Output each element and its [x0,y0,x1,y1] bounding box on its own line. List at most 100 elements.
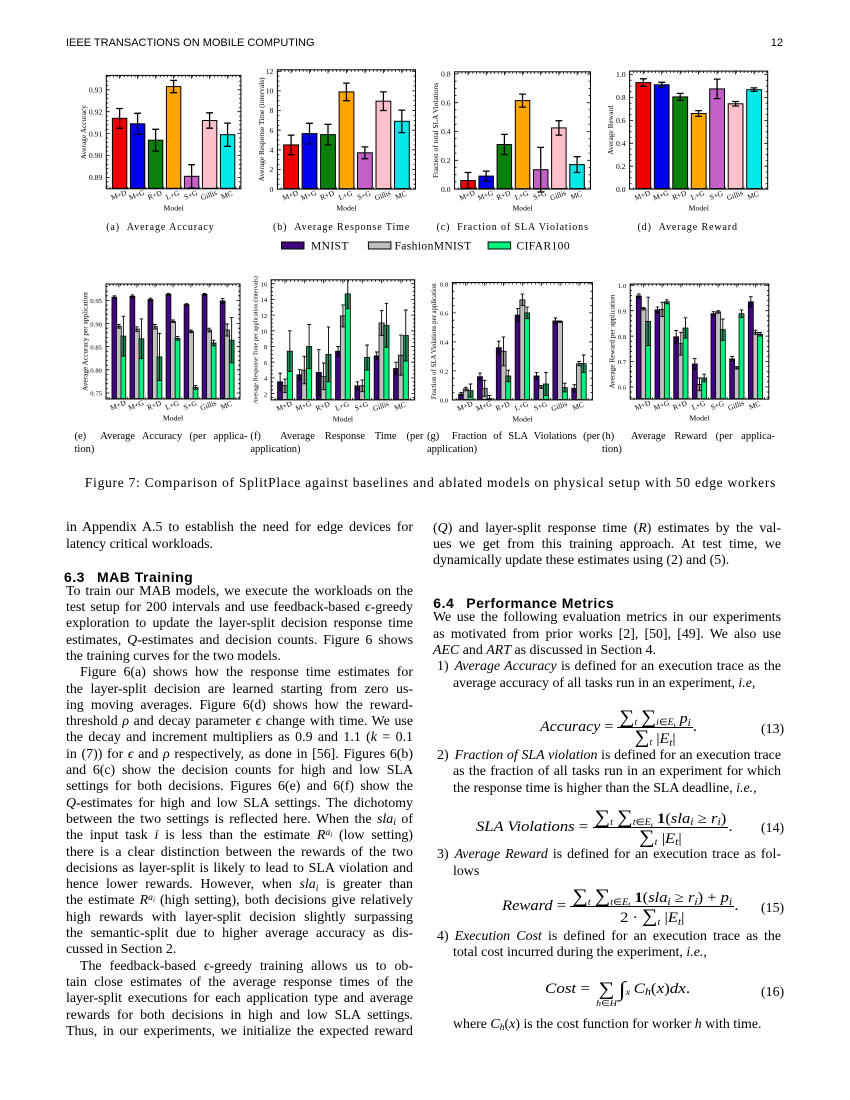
svg-text:L+G: L+G [690,398,707,412]
svg-text:L+G: L+G [165,188,182,202]
svg-text:S+G: S+G [356,188,373,202]
svg-text:Model: Model [689,414,710,423]
svg-text:(c) Fraction of SLA Violation: (c) Fraction of SLA Violations [437,222,589,233]
svg-text:(d) Average Reward: (d) Average Reward [637,222,737,233]
svg-text:1.0: 1.0 [618,283,627,290]
svg-text:0.0: 0.0 [616,185,626,194]
svg-text:0.2: 0.2 [441,156,451,165]
svg-text:M+G: M+G [476,188,495,202]
svg-text:10: 10 [261,329,268,336]
svg-text:MC: MC [220,189,234,202]
svg-text:0.0: 0.0 [441,185,451,194]
svg-text:L+G: L+G [513,399,530,413]
svg-text:0.0: 0.0 [440,398,449,405]
svg-text:M+D: M+D [275,399,294,413]
svg-text:L+G: L+G [690,188,707,202]
svg-text:L+G: L+G [164,398,181,412]
svg-text:12: 12 [266,67,274,76]
svg-text:S+G: S+G [709,398,726,412]
svg-text:R+D: R+D [146,398,163,412]
svg-text:Model: Model [163,203,184,212]
svg-text:0.92: 0.92 [89,107,103,116]
svg-text:0.7: 0.7 [618,359,627,366]
svg-text:MC: MC [569,189,583,202]
svg-text:L+G: L+G [513,188,530,202]
svg-text:CIFAR100: CIFAR100 [517,241,570,253]
svg-text:S+G: S+G [183,188,200,202]
svg-text:0.89: 0.89 [89,173,103,182]
svg-text:R+D: R+D [494,399,511,413]
svg-text:0.95: 0.95 [90,298,102,305]
svg-text:Average Reward per application: Average Reward per application [608,294,617,388]
svg-text:Gillis: Gillis [549,188,568,202]
svg-text:R+D: R+D [672,398,689,412]
svg-text:M+D: M+D [456,399,475,413]
svg-text:12: 12 [261,313,268,320]
svg-text:M+G: M+G [128,188,147,202]
svg-text:MC: MC [393,400,407,413]
svg-text:MC: MC [219,399,233,412]
svg-text:S+G: S+G [708,188,725,202]
svg-text:0.93: 0.93 [89,86,103,95]
svg-text:0.6: 0.6 [618,385,627,392]
svg-text:0.8: 0.8 [618,334,627,341]
svg-text:M+G: M+G [652,188,671,202]
svg-text:M+D: M+D [458,188,477,202]
svg-text:2: 2 [270,165,274,174]
svg-text:M+G: M+G [294,399,313,413]
svg-text:Gillis: Gillis [727,398,746,412]
svg-text:8: 8 [270,106,274,115]
svg-text:14: 14 [261,297,268,304]
svg-text:4: 4 [270,146,274,155]
svg-text:M+D: M+D [109,398,128,412]
svg-text:(b) Average Response Time: (b) Average Response Time [273,222,410,233]
svg-text:Gillis: Gillis [550,399,569,413]
svg-text:0.90: 0.90 [90,321,102,328]
svg-text:MNIST: MNIST [311,241,349,253]
svg-text:M+G: M+G [652,398,671,412]
svg-text:Model: Model [512,414,533,423]
svg-text:Average Reward: Average Reward [606,105,615,155]
svg-text:0.80: 0.80 [90,368,102,375]
svg-text:MC: MC [748,399,762,412]
svg-text:Fraction of SLA Violations per: Fraction of SLA Violations per applicati… [431,283,438,400]
svg-text:MC: MC [571,400,585,413]
svg-text:R+D: R+D [495,188,512,202]
svg-text:MC: MC [746,189,760,202]
svg-text:10: 10 [266,87,274,96]
svg-text:M+D: M+D [110,188,129,202]
svg-text:0.4: 0.4 [616,139,626,148]
svg-text:M+D: M+D [281,188,300,202]
svg-text:Model: Model [512,204,533,213]
svg-text:Gillis: Gillis [725,188,744,202]
svg-text:Average Accuracy per applicati: Average Accuracy per application [81,292,90,391]
svg-text:1.0: 1.0 [616,70,626,79]
svg-text:Gillis: Gillis [199,188,218,202]
svg-text:M+G: M+G [127,398,146,412]
svg-text:16: 16 [261,281,268,288]
svg-text:M+D: M+D [633,188,652,202]
svg-text:6: 6 [270,126,274,135]
svg-text:Gillis: Gillis [199,398,218,412]
svg-text:0.91: 0.91 [89,129,103,138]
svg-text:R+D: R+D [146,188,163,202]
svg-text:0.6: 0.6 [440,311,449,318]
svg-text:4: 4 [264,376,268,383]
svg-text:6: 6 [264,360,268,367]
svg-text:M+G: M+G [299,188,318,202]
svg-text:S+G: S+G [353,399,370,413]
svg-text:Model: Model [336,204,357,213]
svg-text:S+G: S+G [182,398,199,412]
svg-text:2: 2 [264,391,267,398]
svg-text:M+G: M+G [475,399,494,413]
svg-text:0.75: 0.75 [90,391,102,398]
svg-text:8: 8 [264,344,268,351]
svg-text:Model: Model [333,414,354,423]
svg-text:FashionMNIST: FashionMNIST [395,241,472,253]
svg-text:S+G: S+G [532,188,549,202]
svg-text:Model: Model [163,414,184,423]
svg-text:L+G: L+G [337,188,354,202]
svg-text:R+D: R+D [319,188,336,202]
svg-text:0.6: 0.6 [441,98,451,107]
svg-text:M+D: M+D [633,398,652,412]
